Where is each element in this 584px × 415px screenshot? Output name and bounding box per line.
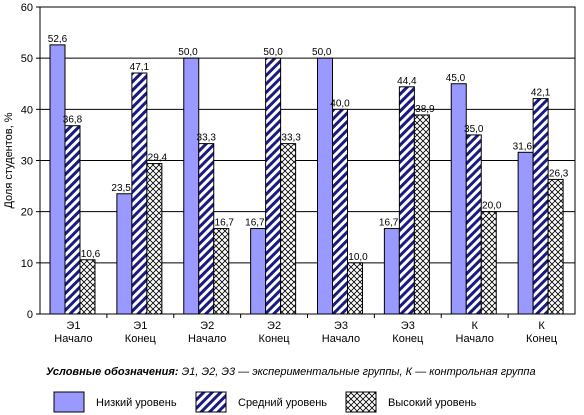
y-tick-label: 60 bbox=[21, 2, 33, 14]
bar-1-4 bbox=[250, 228, 267, 315]
y-tick-label: 20 bbox=[21, 207, 33, 219]
data-label-2-7: 35,0 bbox=[464, 124, 484, 135]
bar-3-5 bbox=[347, 262, 363, 315]
bar-2-2 bbox=[131, 72, 148, 315]
data-label-1-8: 31,6 bbox=[513, 141, 533, 152]
data-label-1-7: 45,0 bbox=[446, 73, 466, 84]
data-label-2-3: 33,3 bbox=[197, 133, 217, 144]
bar-1-6 bbox=[383, 228, 400, 315]
category-label-stage: Конец bbox=[259, 333, 291, 345]
data-label-1-2: 23,5 bbox=[111, 183, 131, 194]
bar-1-5 bbox=[317, 57, 333, 315]
bar-2-4 bbox=[265, 57, 282, 315]
data-label-2-1: 36,8 bbox=[63, 115, 83, 126]
bar-2-5 bbox=[332, 108, 348, 315]
bar-3-3 bbox=[213, 228, 230, 315]
y-tick-label: 30 bbox=[21, 156, 33, 168]
bar-1-8 bbox=[517, 151, 534, 315]
data-label-3-6: 38,9 bbox=[415, 104, 435, 115]
bar-1-7 bbox=[450, 83, 467, 315]
bar-3-7 bbox=[480, 211, 497, 315]
category-label-stage: Начало bbox=[456, 333, 494, 345]
y-tick-label: 10 bbox=[21, 258, 33, 270]
bar-3-8 bbox=[547, 178, 564, 315]
data-label-3-3: 16,7 bbox=[215, 218, 235, 229]
bar-1-2 bbox=[116, 193, 133, 315]
category-labels: Э1НачалоЭ1КонецЭ2НачалоЭ2КонецЭ3НачалоЭ3… bbox=[54, 320, 557, 345]
category-label-group: К bbox=[471, 320, 478, 332]
y-tick-label: 50 bbox=[21, 53, 33, 65]
data-label-3-2: 29,4 bbox=[148, 153, 168, 164]
data-label-2-8: 42,1 bbox=[531, 88, 551, 99]
legend-swatch-1 bbox=[53, 391, 85, 413]
data-label-1-1: 52,6 bbox=[48, 34, 68, 45]
bar-2-7 bbox=[465, 134, 482, 315]
legend-swatch-2 bbox=[195, 391, 227, 413]
data-label-2-2: 47,1 bbox=[130, 62, 150, 73]
y-axis-label: Доля студентов, % bbox=[3, 112, 15, 208]
category-label-group: Э2 bbox=[267, 320, 281, 332]
bar-3-4 bbox=[280, 143, 297, 315]
data-label-3-7: 20,0 bbox=[482, 201, 502, 212]
data-label-3-8: 26,3 bbox=[549, 168, 569, 179]
y-tick-label: 40 bbox=[21, 104, 33, 116]
category-label-stage: Конец bbox=[526, 333, 558, 345]
bar-2-1 bbox=[64, 125, 81, 315]
data-label-2-5: 40,0 bbox=[330, 98, 350, 109]
bar-3-2 bbox=[146, 163, 163, 315]
bars bbox=[49, 44, 564, 315]
bar-1-1 bbox=[49, 44, 66, 315]
category-label-stage: Начало bbox=[322, 333, 360, 345]
data-label-3-1: 10,6 bbox=[81, 249, 101, 260]
legend-note-prefix: Условные обозначения: bbox=[46, 366, 179, 378]
data-label-2-4: 50,0 bbox=[263, 47, 283, 58]
category-label-stage: Начало bbox=[188, 333, 226, 345]
data-labels: 52,6 36,8 10,6 23,5 47,1 29,4 50,0 33,3 16,7 16,7… bbox=[48, 34, 569, 263]
legend-note-text: Э1, Э2, Э3 — экспериментальные группы, К… bbox=[178, 366, 536, 378]
legend-label-3: Высокий уровень bbox=[388, 397, 477, 409]
category-label-group: Э1 bbox=[133, 320, 147, 332]
bar-1-3 bbox=[183, 57, 200, 315]
data-label-3-4: 33,3 bbox=[281, 133, 301, 144]
category-label-group: Э3 bbox=[334, 320, 348, 332]
category-label-group: Э1 bbox=[66, 320, 80, 332]
bar-3-6 bbox=[413, 114, 430, 315]
bar-3-1 bbox=[79, 259, 96, 315]
category-label-stage: Конец bbox=[392, 333, 424, 345]
data-label-1-4: 16,7 bbox=[245, 218, 265, 229]
legend: Низкий уровень Средний уровень Высокий уро… bbox=[53, 391, 477, 413]
category-label-group: Э3 bbox=[401, 320, 415, 332]
legend-swatch-3 bbox=[345, 391, 377, 413]
data-label-1-3: 50,0 bbox=[178, 47, 198, 58]
category-label-group: К bbox=[538, 320, 545, 332]
bar-2-6 bbox=[398, 86, 415, 315]
data-label-2-6: 44,4 bbox=[397, 76, 417, 87]
category-label-group: Э2 bbox=[200, 320, 214, 332]
legend-label-1: Низкий уровень bbox=[96, 397, 177, 409]
data-label-3-5: 10,0 bbox=[348, 252, 368, 263]
y-tick-label: 0 bbox=[27, 309, 33, 321]
category-label-stage: Начало bbox=[54, 333, 92, 345]
legend-label-2: Средний уровень bbox=[238, 397, 327, 409]
axes: 0 10 20 30 40 50 60 Доля студентов, % bbox=[3, 2, 576, 321]
data-label-1-6: 16,7 bbox=[379, 218, 399, 229]
category-label-stage: Конец bbox=[125, 333, 157, 345]
bar-2-8 bbox=[532, 98, 549, 315]
data-label-1-5: 50,0 bbox=[312, 47, 332, 58]
bar-2-3 bbox=[198, 143, 215, 315]
legend-note: Условные обозначения: Э1, Э2, Э3 — экспе… bbox=[46, 366, 536, 378]
